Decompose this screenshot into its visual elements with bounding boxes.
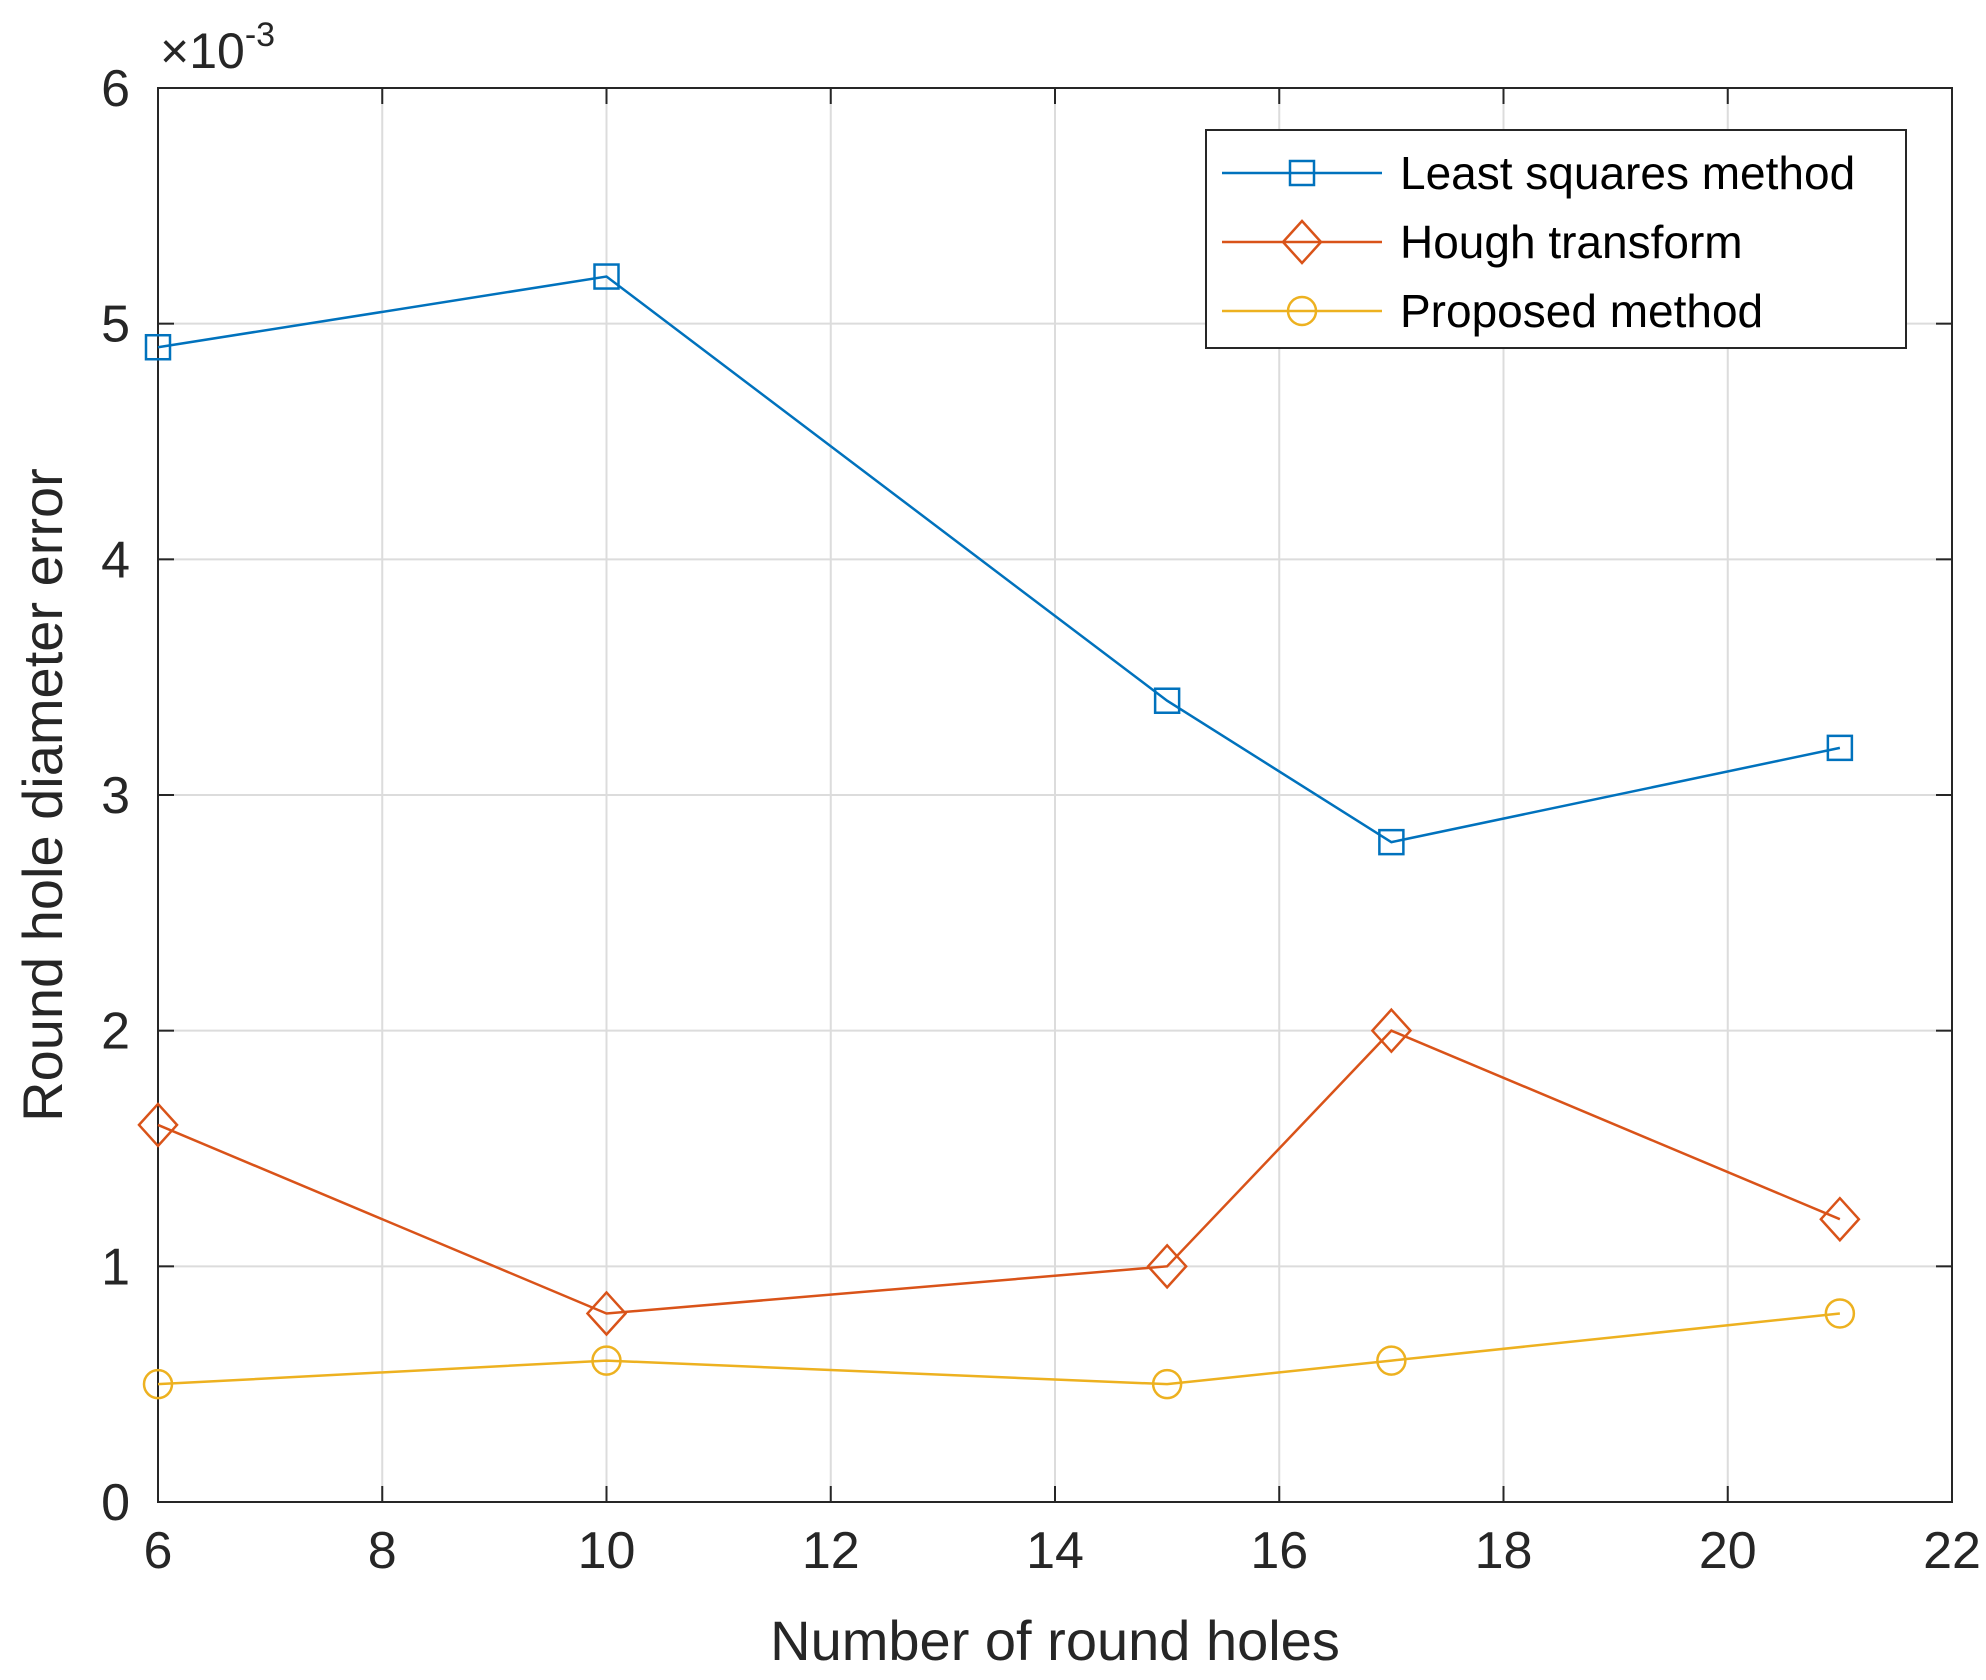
y-tick-label: 2: [101, 1003, 130, 1061]
y-tick-label: 4: [101, 531, 130, 589]
series-line: [157, 1312, 1841, 1386]
legend-marker: [1286, 295, 1318, 327]
y-axis-label: Round hole diameter error: [11, 468, 74, 1122]
legend-item: Hough transform: [1222, 216, 1743, 268]
legend-item: Least squares method: [1222, 147, 1855, 199]
data-point: [1151, 1368, 1183, 1400]
data-point: [1376, 1345, 1407, 1376]
series-line: [157, 275, 1841, 844]
grid-lines: [158, 88, 1952, 1502]
data-point: [591, 1345, 622, 1376]
series-square: [144, 263, 1854, 856]
x-tick-label: 16: [1250, 1522, 1308, 1580]
y-tick-label: 5: [101, 296, 130, 354]
data-point: [1824, 1298, 1856, 1329]
data-point: [142, 1368, 174, 1400]
x-tick-label: 8: [368, 1522, 397, 1580]
legend-label: Proposed method: [1400, 285, 1763, 337]
x-tick-label: 18: [1475, 1522, 1533, 1580]
x-axis-label: Number of round holes: [770, 1609, 1340, 1672]
x-tick-label: 10: [578, 1522, 636, 1580]
x-tick-label: 20: [1699, 1522, 1757, 1580]
y-tick-label: 1: [101, 1238, 130, 1296]
legend: Least squares method Hough transform Propo…: [1205, 129, 1907, 349]
series-diamond: [137, 1007, 1861, 1337]
x-tick-label: 22: [1923, 1522, 1981, 1580]
data-point: [1146, 1243, 1188, 1290]
y-tick-label: 3: [101, 767, 130, 825]
y-exponent-power: -3: [245, 16, 275, 54]
data-point: [1153, 687, 1181, 714]
y-tick-label: 0: [101, 1474, 130, 1532]
legend-marker: [1281, 219, 1323, 265]
y-exponent-label: ×10-3: [160, 16, 275, 79]
y-tick-label: 6: [101, 60, 130, 118]
legend-label: Least squares method: [1400, 147, 1855, 199]
x-tick-label: 12: [802, 1522, 860, 1580]
legend-item: Proposed method: [1222, 285, 1763, 337]
legend-label: Hough transform: [1400, 216, 1743, 268]
data-point: [144, 333, 172, 361]
data-point: [593, 263, 620, 290]
legend-marker: [1288, 159, 1316, 187]
data-point: [1378, 828, 1405, 856]
x-tick-label: 14: [1026, 1522, 1084, 1580]
data-point: [1370, 1007, 1413, 1054]
series-line: [157, 1029, 1841, 1315]
data-point: [137, 1102, 179, 1148]
data-point: [1819, 1196, 1861, 1243]
axes: [157, 87, 1953, 1503]
data-point: [585, 1290, 628, 1337]
x-tick-label: 6: [144, 1522, 173, 1580]
data-point: [1826, 734, 1854, 762]
series-layer: [137, 263, 1861, 1400]
y-exponent-base: ×10: [160, 23, 245, 79]
series-circle: [142, 1298, 1856, 1400]
